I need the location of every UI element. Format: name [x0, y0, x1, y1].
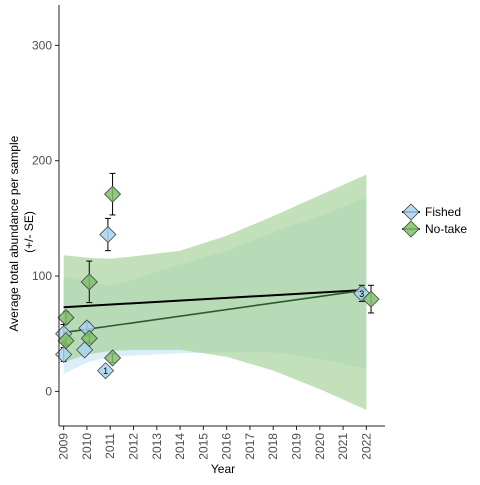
x-tick-label-2020: 2020 [313, 433, 327, 460]
x-tick-label-2011: 2011 [103, 433, 117, 459]
point-fished-5 [100, 227, 116, 243]
y-tick-label-100: 100 [32, 269, 52, 283]
legend-marker-fished [403, 204, 419, 220]
x-tick-label-2017: 2017 [243, 433, 257, 460]
x-tick-label-2013: 2013 [150, 433, 164, 460]
x-tick-label-2016: 2016 [220, 433, 234, 460]
x-tick-label-2018: 2018 [266, 433, 280, 460]
y-tick-label-0: 0 [45, 384, 52, 398]
x-tick-label-2012: 2012 [127, 433, 141, 460]
x-tick-label-2010: 2010 [80, 433, 94, 460]
point-notake-4 [105, 186, 121, 202]
point-label-fished-6: 3 [359, 289, 364, 299]
x-axis-title: Year [211, 462, 235, 476]
y-axis-title-line-2: (+/- SE) [22, 211, 36, 253]
legend-label-notake: No-take [425, 222, 467, 236]
x-tick-label-2022: 2022 [359, 433, 373, 460]
legend-label-fished: Fished [425, 205, 461, 219]
legend-marker-notake [403, 221, 419, 237]
x-tick-label-2009: 2009 [57, 433, 71, 460]
y-tick-label-200: 200 [32, 154, 52, 168]
x-tick-label-2019: 2019 [290, 433, 304, 460]
x-tick-label-2015: 2015 [196, 433, 210, 460]
point-label-fished-4: 1 [103, 366, 108, 376]
x-tick-label-2021: 2021 [336, 433, 350, 460]
y-axis-title-line-1: Average total abundance per sample [7, 135, 21, 331]
y-tick-label-300: 300 [32, 38, 52, 52]
legend: Fished No-take [402, 204, 467, 237]
x-tick-label-2014: 2014 [173, 433, 187, 460]
